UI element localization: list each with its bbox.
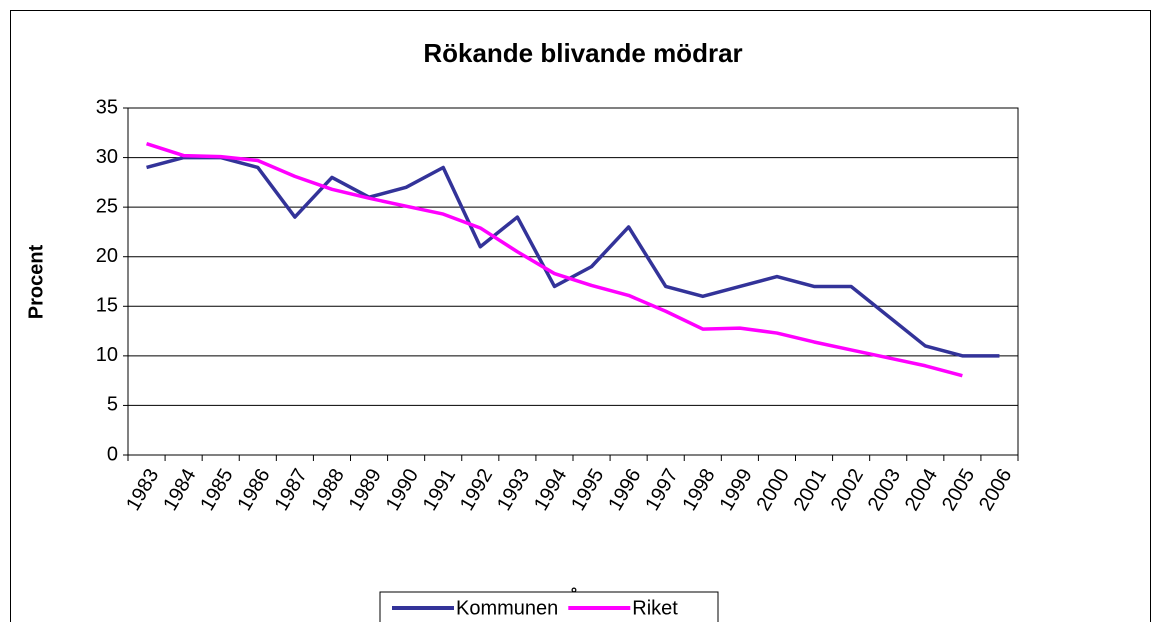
y-tick-label: 25 xyxy=(96,195,118,217)
chart-title: Rökande blivande mödrar xyxy=(423,38,742,68)
y-tick-label: 35 xyxy=(96,96,118,118)
data-line xyxy=(146,142,963,378)
legend-label: Riket xyxy=(632,597,678,619)
legend-label: Kommunen xyxy=(456,597,558,619)
y-tick-label: 0 xyxy=(107,443,118,465)
plot-area xyxy=(127,107,1019,456)
y-tick-label: 20 xyxy=(96,245,118,267)
y-tick-label: 5 xyxy=(107,394,118,416)
legend: Kommunen Riket xyxy=(379,591,719,622)
y-axis-label: Procent xyxy=(25,244,47,319)
y-tick-label: 30 xyxy=(96,146,118,168)
y-tick-label: 10 xyxy=(96,344,118,366)
data-line xyxy=(146,155,1000,358)
y-tick-label: 15 xyxy=(96,295,118,317)
